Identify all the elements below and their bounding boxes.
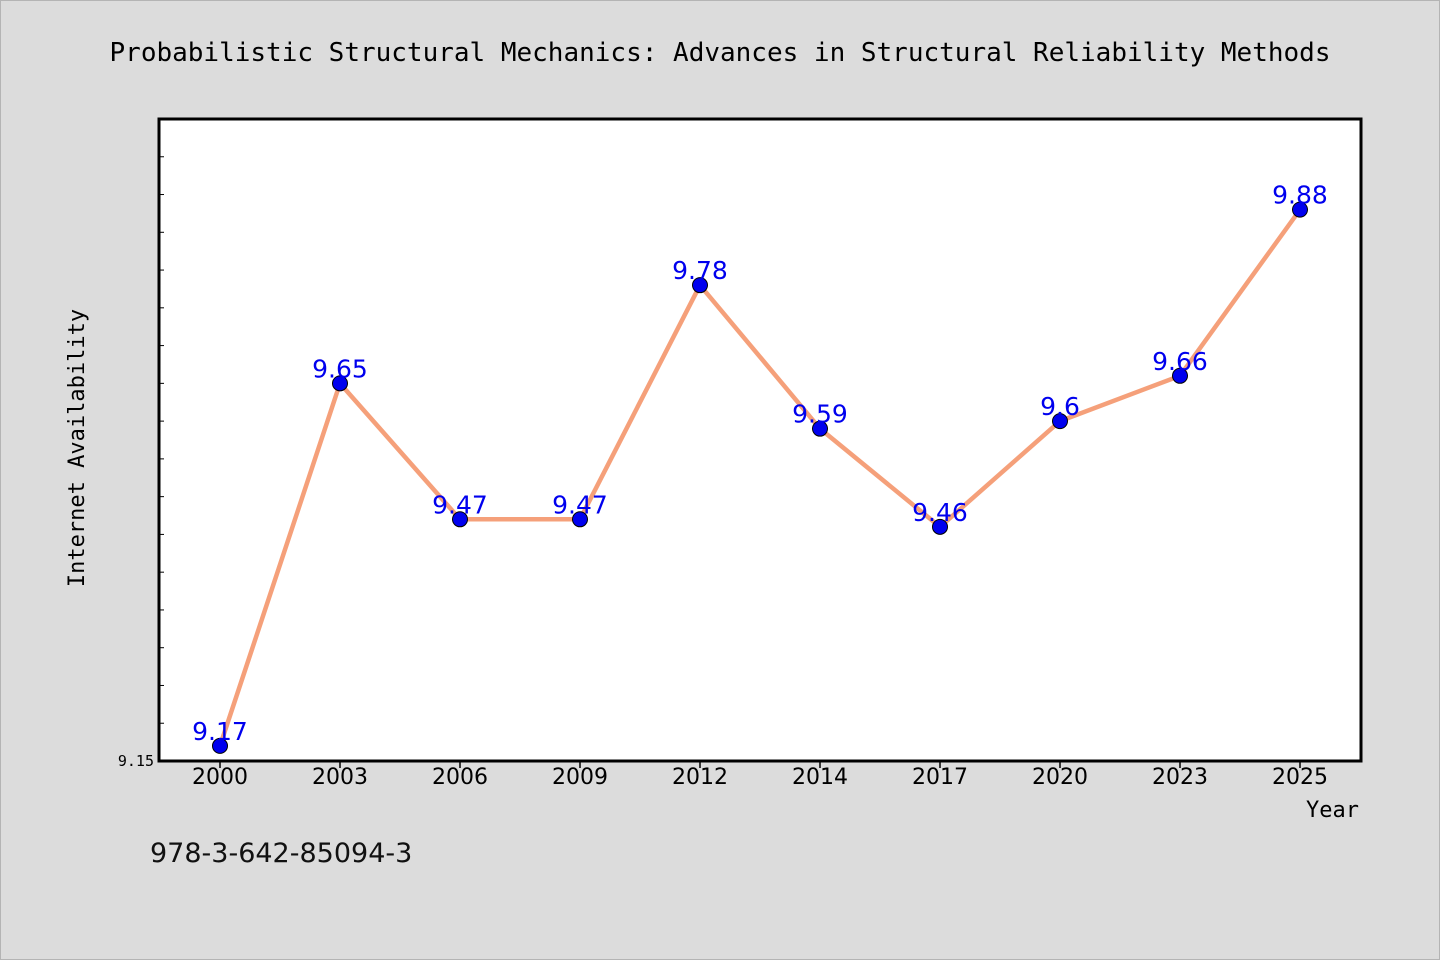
x-axis-ticks [219, 761, 1301, 768]
data-label: 9.65 [312, 354, 368, 383]
y-axis-ticks [159, 156, 164, 762]
y-tick-label: 9.15 [118, 752, 154, 770]
data-point [812, 420, 828, 437]
data-label: 9.47 [432, 490, 488, 519]
data-label: 9.46 [912, 498, 968, 527]
x-tick-label: 2023 [1152, 765, 1208, 790]
data-label: 9.59 [792, 400, 848, 429]
data-label: 9.78 [672, 256, 728, 285]
x-tick-label: 2025 [1272, 765, 1328, 790]
x-axis-label: Year [1306, 798, 1359, 823]
series-line [217, 207, 1303, 749]
x-tick-label: 2006 [432, 765, 488, 790]
data-label: 9.6 [1040, 392, 1080, 421]
x-tick-label: 2014 [792, 765, 848, 790]
data-label: 9.66 [1152, 347, 1208, 376]
series-layer: 9.17 9.65 9.47 9.47 9.78 9.59 9.46 9.6 9.66 9.88 [192, 181, 1328, 754]
data-label: 9.88 [1272, 181, 1328, 210]
data-point [452, 511, 468, 528]
x-axis-tick-labels: 2000 2003 2006 2009 2012 2014 2017 2020 2023 2025 [192, 765, 1328, 790]
data-point [572, 511, 588, 528]
x-tick-label: 2009 [552, 765, 608, 790]
chart-title: Probabilistic Structural Mechanics: Adva… [110, 38, 1331, 68]
data-point [332, 375, 348, 392]
data-label: 9.17 [192, 717, 248, 746]
plot-area [157, 117, 1363, 763]
x-tick-label: 2017 [912, 765, 968, 790]
data-point [1052, 413, 1068, 430]
y-axis-label: Internet Availability [65, 309, 90, 587]
data-point [932, 518, 948, 535]
data-point [1292, 201, 1308, 218]
data-point [1172, 367, 1188, 384]
data-point [212, 737, 228, 754]
x-tick-label: 2003 [312, 765, 368, 790]
x-tick-label: 2012 [672, 765, 728, 790]
isbn-text: 978-3-642-85094-3 [150, 838, 412, 869]
data-point [692, 277, 708, 294]
data-label: 9.47 [552, 490, 608, 519]
x-tick-label: 2000 [192, 765, 248, 790]
x-tick-label: 2020 [1032, 765, 1088, 790]
